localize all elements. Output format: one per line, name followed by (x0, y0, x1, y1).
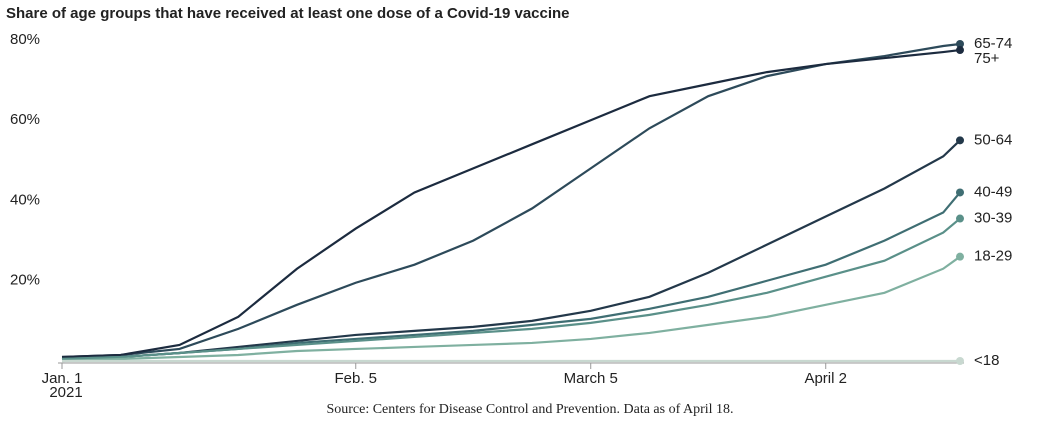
series-line (61, 48, 961, 359)
x-year-label: 2021 (49, 384, 82, 401)
y-tick-label: 60% (10, 111, 40, 128)
end-dot (956, 46, 964, 55)
x-tick-label: Feb. 5 (334, 370, 377, 387)
series-label: 65-74 (974, 35, 1012, 52)
chart-title: Share of age groups that have received a… (6, 5, 570, 22)
end-dot (956, 214, 964, 223)
series-line (61, 139, 961, 361)
series-label: 50-64 (974, 131, 1012, 148)
series-line (61, 255, 961, 363)
series-line (61, 42, 961, 359)
series-line (61, 217, 961, 361)
x-tick-label: Jan. 1 (42, 370, 83, 387)
series-label: 75+ (974, 50, 1000, 67)
y-tick-label: 40% (10, 191, 40, 208)
series-label: 40-49 (974, 183, 1012, 200)
y-tick-label: 80% (10, 31, 40, 48)
end-dot (956, 136, 964, 145)
source: Source: Centers for Disease Control and … (326, 402, 733, 417)
series-label: 30-39 (974, 210, 1012, 227)
series-label: <18 (974, 352, 999, 369)
end-dot (956, 357, 964, 365)
x-tick-label: March 5 (564, 370, 618, 387)
end-dot (956, 252, 964, 261)
end-dot (956, 40, 964, 49)
series-label: 18-29 (974, 248, 1012, 265)
x-tick-label: April 2 (804, 370, 847, 387)
y-tick-label: 20% (10, 272, 40, 289)
end-dot (956, 188, 964, 197)
